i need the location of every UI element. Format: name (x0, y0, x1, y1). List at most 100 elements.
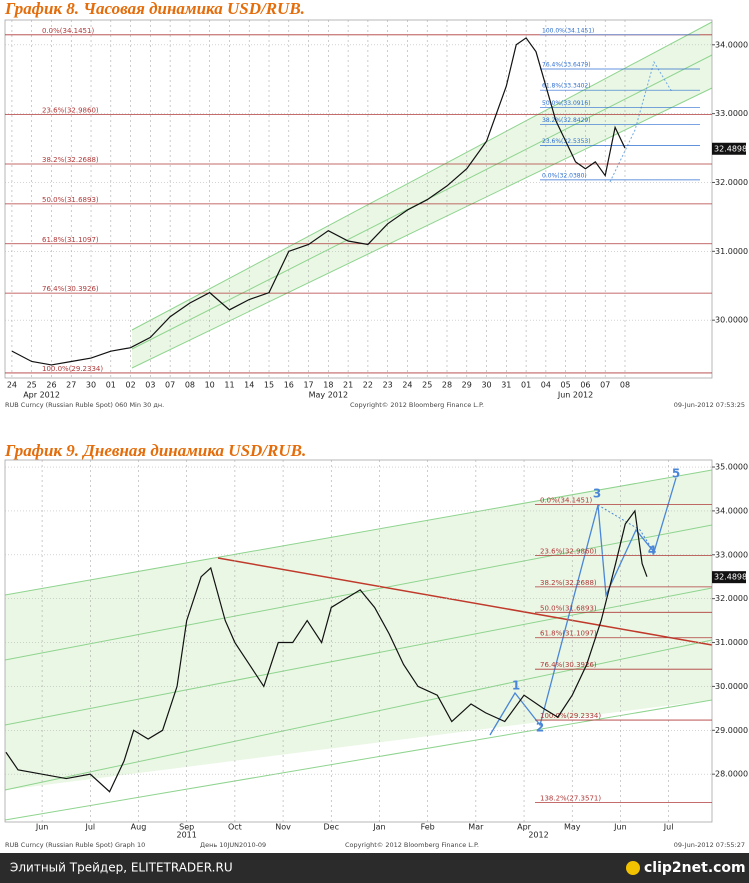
period-label: 2011 (177, 831, 197, 840)
x-tick-label: 17 (303, 381, 313, 390)
x-tick-label: 29 (462, 381, 472, 390)
wave-label: 2 (536, 721, 544, 735)
last-price-box (712, 142, 746, 155)
fib-label: 100.0%(29.2334) (42, 365, 103, 373)
y-tick-label: 33.0000 (715, 109, 748, 118)
y-tick-label: 33.0000 (715, 550, 748, 559)
fib-label: 23.6%(32.9860) (540, 547, 597, 555)
y-tick-label: 32.0000 (715, 178, 748, 187)
price-line (5, 509, 648, 793)
wave-label: 4 (648, 544, 656, 558)
x-tick-label: 30 (481, 381, 491, 390)
x-tick-label: 07 (165, 381, 175, 390)
fib-label: 0.0%(34.1451) (42, 27, 94, 35)
x-tick-label: Jul (84, 823, 95, 832)
fib-label: 76.4%(33.6479) (542, 62, 591, 69)
fib-label: 50.0%(31.6893) (42, 196, 99, 204)
x-tick-label: 25 (27, 381, 37, 390)
x-tick-label: 11 (224, 381, 234, 390)
last-price: 32.4898 (714, 573, 747, 582)
x-tick-label: 08 (185, 381, 195, 390)
x-tick-label: Mar (468, 823, 484, 832)
x-tick-label: 30 (86, 381, 96, 390)
plot-frame (4, 459, 713, 823)
x-tick-label: 26 (46, 381, 56, 390)
x-tick-label: 24 (402, 381, 412, 390)
y-tick-label: 30.0000 (715, 316, 748, 325)
period-label: 2012 (528, 831, 548, 840)
x-tick-label: Dec (324, 823, 339, 832)
footer-note: Copyright© 2012 Bloomberg Finance L.P. (345, 841, 479, 849)
footer-note: День 10JUN2010-09 (200, 841, 266, 849)
x-tick-label: 06 (580, 381, 590, 390)
fib-label: 0.0%(32.0380) (542, 172, 587, 179)
x-tick-label: Jun (613, 823, 627, 832)
fib-label: 38.2%(32.2688) (42, 156, 99, 164)
fib-label: 61.8%(33.3402) (542, 83, 591, 90)
x-tick-label: 07 (600, 381, 610, 390)
y-tick-label: 29.0000 (715, 726, 748, 735)
x-tick-label: 23 (383, 381, 393, 390)
x-tick-label: 04 (541, 381, 551, 390)
x-tick-label: Jul (663, 823, 674, 832)
trend-channel (4, 469, 713, 821)
x-tick-label: 16 (284, 381, 294, 390)
x-tick-label: 21 (343, 381, 353, 390)
x-tick-label: 24 (7, 381, 17, 390)
y-tick-label: 28.0000 (715, 770, 748, 779)
x-tick-label: 02 (125, 381, 135, 390)
x-tick-label: Oct (228, 823, 242, 832)
period-label: Jun 2012 (557, 391, 593, 400)
x-tick-label: 10 (205, 381, 215, 390)
fib-label: 23.6%(32.9860) (42, 107, 99, 115)
plot-frame (4, 19, 713, 379)
fib-label: 50.0%(31.6893) (540, 604, 597, 612)
x-tick-label: Sep (179, 823, 194, 832)
x-tick-label: Nov (275, 823, 291, 832)
footer-note: 09-Jun-2012 07:55:27 (674, 841, 745, 849)
fib-label: 76.4%(30.3926) (540, 661, 597, 669)
fib-label: 100.0%(29.2334) (540, 712, 601, 720)
footer-note: 09-Jun-2012 07:53:25 (674, 401, 745, 409)
x-tick-label: 08 (620, 381, 630, 390)
y-tick-label: 35.0000 (715, 463, 748, 472)
x-tick-label: 25 (422, 381, 432, 390)
last-price-box (712, 571, 746, 584)
x-tick-label: 15 (264, 381, 274, 390)
last-price: 32.4898 (714, 144, 747, 153)
projection (609, 60, 673, 183)
x-tick-label: 03 (145, 381, 155, 390)
x-tick-label: 01 (521, 381, 531, 390)
wave-label: 3 (593, 487, 601, 501)
footer-note: RUB Curncy (Russian Ruble Spot) 060 Min … (5, 401, 164, 409)
period-label: May 2012 (309, 391, 348, 400)
x-tick-label: May (564, 823, 581, 832)
x-tick-label: Aug (131, 823, 147, 832)
y-tick-label: 34.0000 (715, 40, 748, 49)
x-tick-label: 28 (442, 381, 452, 390)
period-label: Apr 2012 (23, 391, 60, 400)
fib-label: 76.4%(30.3926) (42, 285, 99, 293)
y-tick-label: 32.0000 (715, 594, 748, 603)
x-tick-label: Apr (517, 823, 532, 832)
x-tick-label: 18 (323, 381, 333, 390)
x-tick-label: 31 (501, 381, 511, 390)
y-tick-label: 30.0000 (715, 682, 748, 691)
fib-label: 138.2%(27.3571) (540, 794, 601, 802)
fib-label: 50.0%(33.0916) (542, 100, 591, 107)
y-tick-label: 31.0000 (715, 638, 748, 647)
price-line (11, 37, 626, 366)
footer-bar (0, 853, 749, 883)
logo-icon (626, 861, 640, 875)
x-tick-label: Jan (372, 823, 385, 832)
footer-source: Элитный Трейдер, ELITETRADER.RU (10, 861, 233, 875)
x-tick-label: 05 (561, 381, 571, 390)
fib-label: 61.8%(31.1097) (42, 236, 99, 244)
wave-label: 1 (512, 679, 520, 693)
y-tick-label: 34.0000 (715, 506, 748, 515)
fib-label: 38.2%(32.2688) (540, 579, 597, 587)
chart-title: График 8. Часовая динамика USD/RUB. (4, 0, 305, 18)
fib-label: 61.8%(31.1097) (540, 630, 597, 638)
x-tick-label: 01 (106, 381, 116, 390)
